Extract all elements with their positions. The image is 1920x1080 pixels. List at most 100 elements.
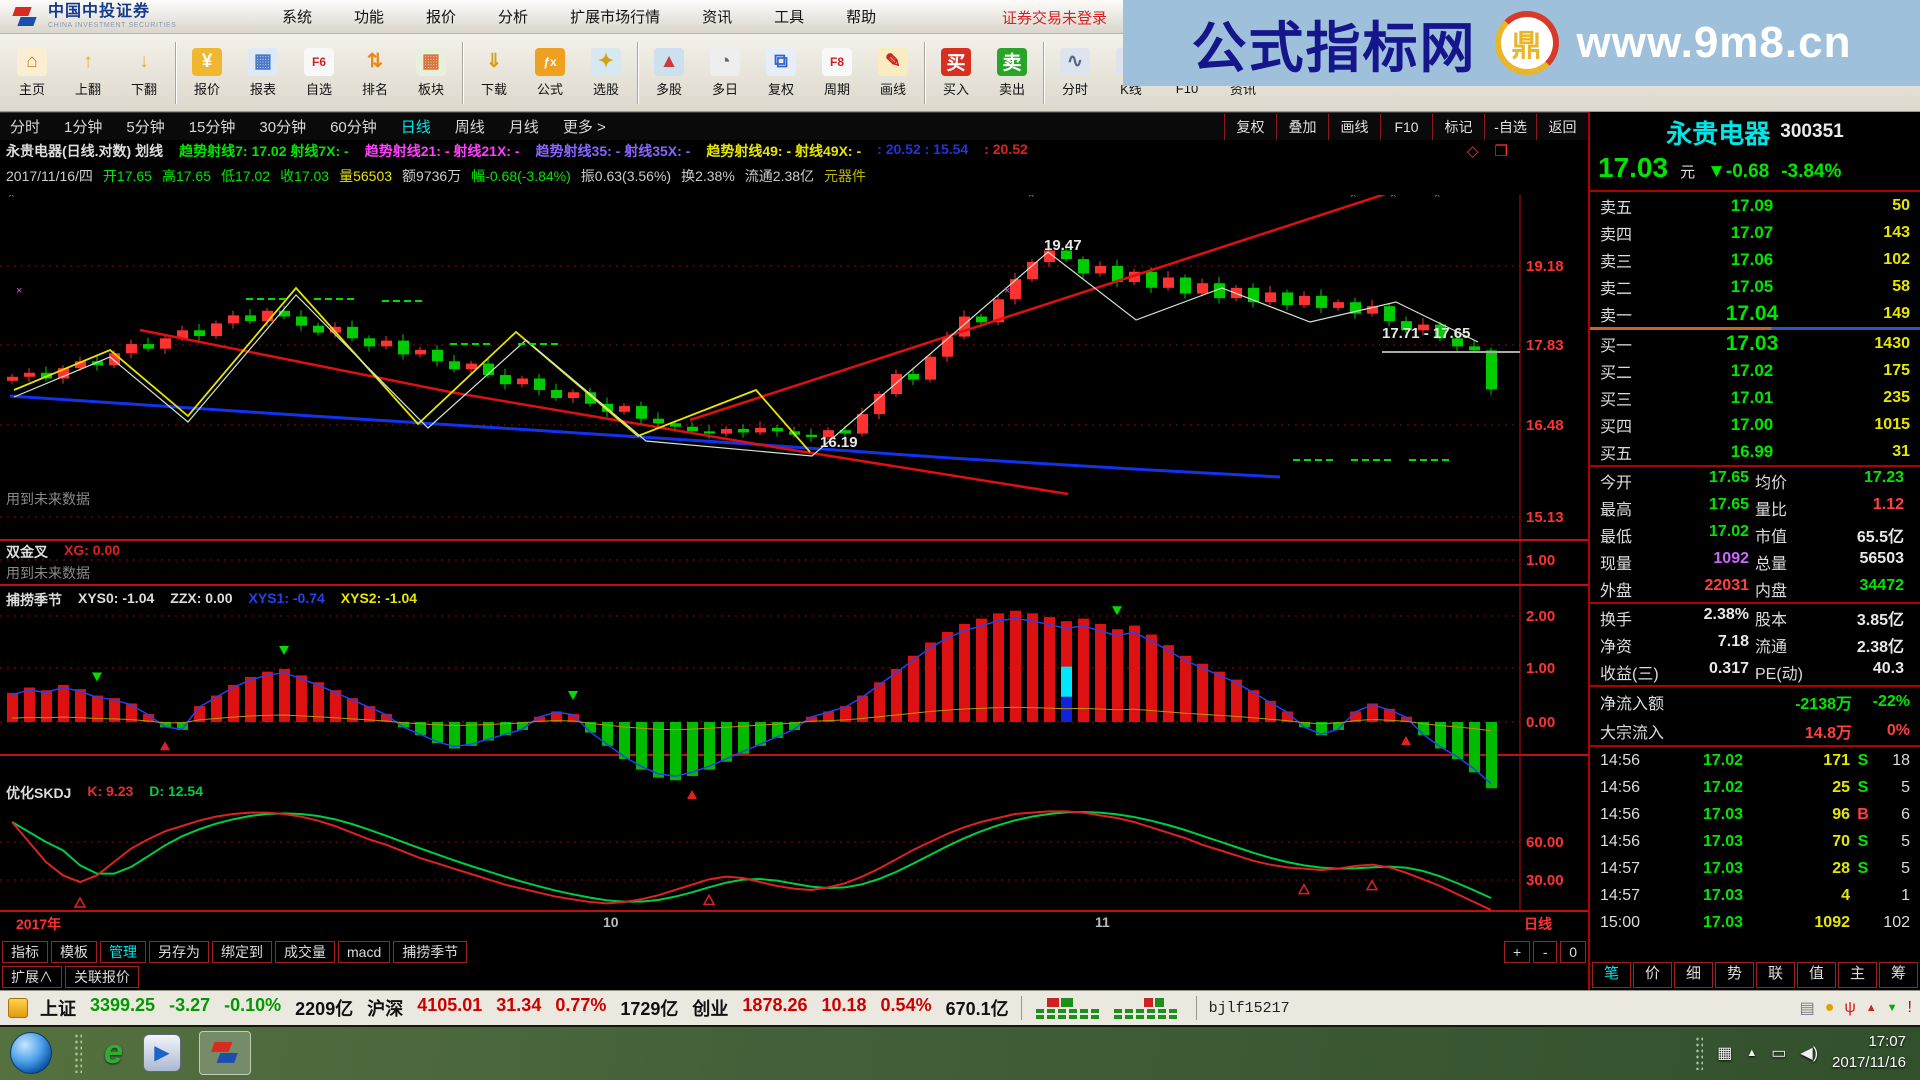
panel-tab-筹[interactable]: 筹 (1879, 962, 1918, 988)
svg-text:0.00: 0.00 (1526, 714, 1555, 731)
chart-button-画线[interactable]: 画线 (1328, 113, 1380, 140)
indicator-tab-另存为[interactable]: 另存为 (149, 941, 209, 963)
indicator-tab-绑定到[interactable]: 绑定到 (212, 941, 272, 963)
stat-cell: 最高 17.65 (1600, 496, 1755, 520)
panel-tab-值[interactable]: 值 (1797, 962, 1836, 988)
volume-icon[interactable]: ◀) (1800, 1044, 1819, 1062)
ext-tab-扩展∧[interactable]: 扩展∧ (2, 966, 62, 988)
stat-row: 换手 2.38% 股本 3.85亿 (1590, 604, 1920, 631)
svg-text:×: × (1004, 285, 1010, 297)
clock[interactable]: 17:07 2017/11/16 (1832, 1032, 1906, 1073)
period-月线[interactable]: 月线 (508, 119, 539, 136)
toolbar-主页[interactable]: ⌂ 主页 (4, 47, 60, 98)
toolbar-下翻[interactable]: ↓ 下翻 (116, 48, 172, 98)
panel-tab-价[interactable]: 价 (1633, 962, 1672, 988)
keyboard-icon[interactable]: ▦ (1717, 1044, 1733, 1062)
tick-row: 14:57 17.03 28 S 5 (1590, 855, 1920, 882)
menu-功能[interactable]: 功能 (354, 9, 385, 26)
panel-tab-联[interactable]: 联 (1756, 962, 1795, 988)
period-5分钟[interactable]: 5分钟 (126, 119, 165, 136)
toolbar-报表[interactable]: ▦ 报表 (235, 47, 291, 98)
indicator-tab-macd[interactable]: macd (338, 941, 391, 963)
toolbar-公式[interactable]: ƒx 公式 (522, 47, 578, 98)
svg-text:16.19: 16.19 (820, 434, 858, 451)
toolbar-买入[interactable]: 买买入 (928, 47, 984, 98)
ext-tab-关联报价[interactable]: 关联报价 (65, 966, 139, 988)
period-日线[interactable]: 日线 (400, 119, 431, 136)
browser-icon[interactable]: e (104, 1033, 123, 1071)
zoom-button-+[interactable]: + (1504, 941, 1531, 963)
status-app-icon[interactable] (8, 998, 28, 1018)
text-segment: -0.10% (224, 995, 282, 1015)
indicator-tab-指标[interactable]: 指标 (2, 941, 48, 963)
indicator-tab-模板[interactable]: 模板 (51, 941, 97, 963)
flow-row: 大宗流入 14.8万 0% (1590, 716, 1920, 745)
chart-button-返回[interactable]: 返回 (1536, 113, 1588, 140)
session-id: bjlf15217 (1208, 999, 1290, 1017)
show-hidden-icons[interactable]: ▲ (1746, 1046, 1758, 1059)
media-player-icon[interactable]: ▶ (142, 1033, 181, 1072)
chart-region[interactable]: 永贵电器(日线.对数) 划线 趋势射线7: 17.02 射线7X: - 趋势射线21… (0, 140, 1588, 940)
period-周线[interactable]: 周线 (454, 119, 485, 136)
period-更多 >[interactable]: 更多 > (562, 119, 606, 136)
menu-工具[interactable]: 工具 (774, 9, 805, 26)
menu-扩展市场行情[interactable]: 扩展市场行情 (570, 9, 661, 26)
antenna-icon[interactable]: ψ (1844, 999, 1856, 1016)
period-1分钟[interactable]: 1分钟 (64, 119, 103, 136)
menu-帮助[interactable]: 帮助 (846, 9, 877, 26)
period-15分钟[interactable]: 15分钟 (188, 119, 236, 136)
toolbar-排名[interactable]: ⇅ 排名 (347, 48, 403, 98)
chart-button-F10[interactable]: F10 (1380, 113, 1432, 140)
menu-报价[interactable]: 报价 (426, 9, 457, 26)
stat-value: 17.23 (1863, 468, 1904, 486)
chart-button-叠加[interactable]: 叠加 (1276, 113, 1328, 140)
chart-button-复权[interactable]: 复权 (1224, 113, 1276, 140)
toolbar-板块[interactable]: ▦ 板块 (403, 47, 459, 98)
toolbar-分时[interactable]: ∿ 分时 (1047, 47, 1103, 98)
period-30分钟[interactable]: 30分钟 (259, 119, 307, 136)
ob-price: 17.01 (1730, 387, 1774, 407)
panel-tab-势[interactable]: 势 (1715, 962, 1754, 988)
tray-grip (1695, 1035, 1704, 1070)
mini-market-chart (1035, 998, 1177, 1019)
log-icon[interactable]: ▤ (1799, 1000, 1815, 1017)
ad-banner[interactable]: 公式指标网 鼎 www.9m8.cn (1123, 0, 1920, 86)
network-icon[interactable]: ▭ (1771, 1044, 1787, 1062)
period-60分钟[interactable]: 60分钟 (330, 119, 377, 136)
toolbar-复权[interactable]: ⧉ 复权 (753, 47, 809, 98)
toolbar-上翻[interactable]: ↑ 上翻 (60, 48, 116, 98)
order-book-row: 买四 17.00 1015 (1590, 411, 1920, 438)
tick-volume: 1092 (1814, 913, 1850, 931)
trading-app-icon[interactable] (198, 1030, 251, 1075)
menu-分析[interactable]: 分析 (498, 9, 529, 26)
panel-tab-笔[interactable]: 笔 (1592, 962, 1631, 988)
stat-value: 0.317 (1708, 659, 1749, 677)
start-button[interactable] (10, 1031, 52, 1074)
extension-tab-bar: 扩展∧ 关联报价 (0, 965, 1588, 990)
text-segment: 永贵电器(日线.对数) 划线 (6, 143, 164, 159)
panel-tab-细[interactable]: 细 (1674, 962, 1713, 988)
toolbar-画线[interactable]: ✎ 画线 (865, 47, 921, 98)
menu-系统[interactable]: 系统 (282, 9, 313, 26)
toolbar-卖出[interactable]: 卖卖出 (984, 47, 1040, 98)
toolbar-报价[interactable]: ¥ 报价 (179, 47, 235, 98)
toolbar-多日[interactable]: ◔ 多日 (697, 47, 753, 98)
zoom-button-0[interactable]: 0 (1560, 941, 1586, 963)
chart-button-标记[interactable]: 标记 (1432, 113, 1484, 140)
toolbar-自选[interactable]: F6 自选 (291, 47, 347, 98)
kline-chart[interactable]: 19.18 17.83 16.48 15.13 1.00 2.00 1.00 0.00 60.0… (0, 195, 1588, 912)
toolbar-选股[interactable]: ✦ 选股 (578, 47, 634, 98)
period-分时[interactable]: 分时 (10, 119, 41, 136)
indicator-tab-捕捞季节[interactable]: 捕捞季节 (393, 941, 468, 963)
zoom-button--[interactable]: - (1533, 941, 1558, 963)
toolbar-周期[interactable]: F8 周期 (809, 47, 865, 98)
panel-tab-主[interactable]: 主 (1838, 962, 1877, 988)
menu-资讯[interactable]: 资讯 (702, 9, 733, 26)
indicator-tab-成交量[interactable]: 成交量 (275, 941, 335, 963)
coin-icon[interactable]: ● (1824, 999, 1835, 1016)
toolbar-多股[interactable]: ▲ 多股 (641, 47, 697, 98)
chart-header-icons[interactable]: ◇ ❒ (1466, 143, 1514, 160)
toolbar-下载[interactable]: ⇓ 下载 (466, 48, 522, 98)
indicator-tab-管理[interactable]: 管理 (100, 941, 146, 963)
chart-button--自选[interactable]: -自选 (1484, 113, 1536, 140)
